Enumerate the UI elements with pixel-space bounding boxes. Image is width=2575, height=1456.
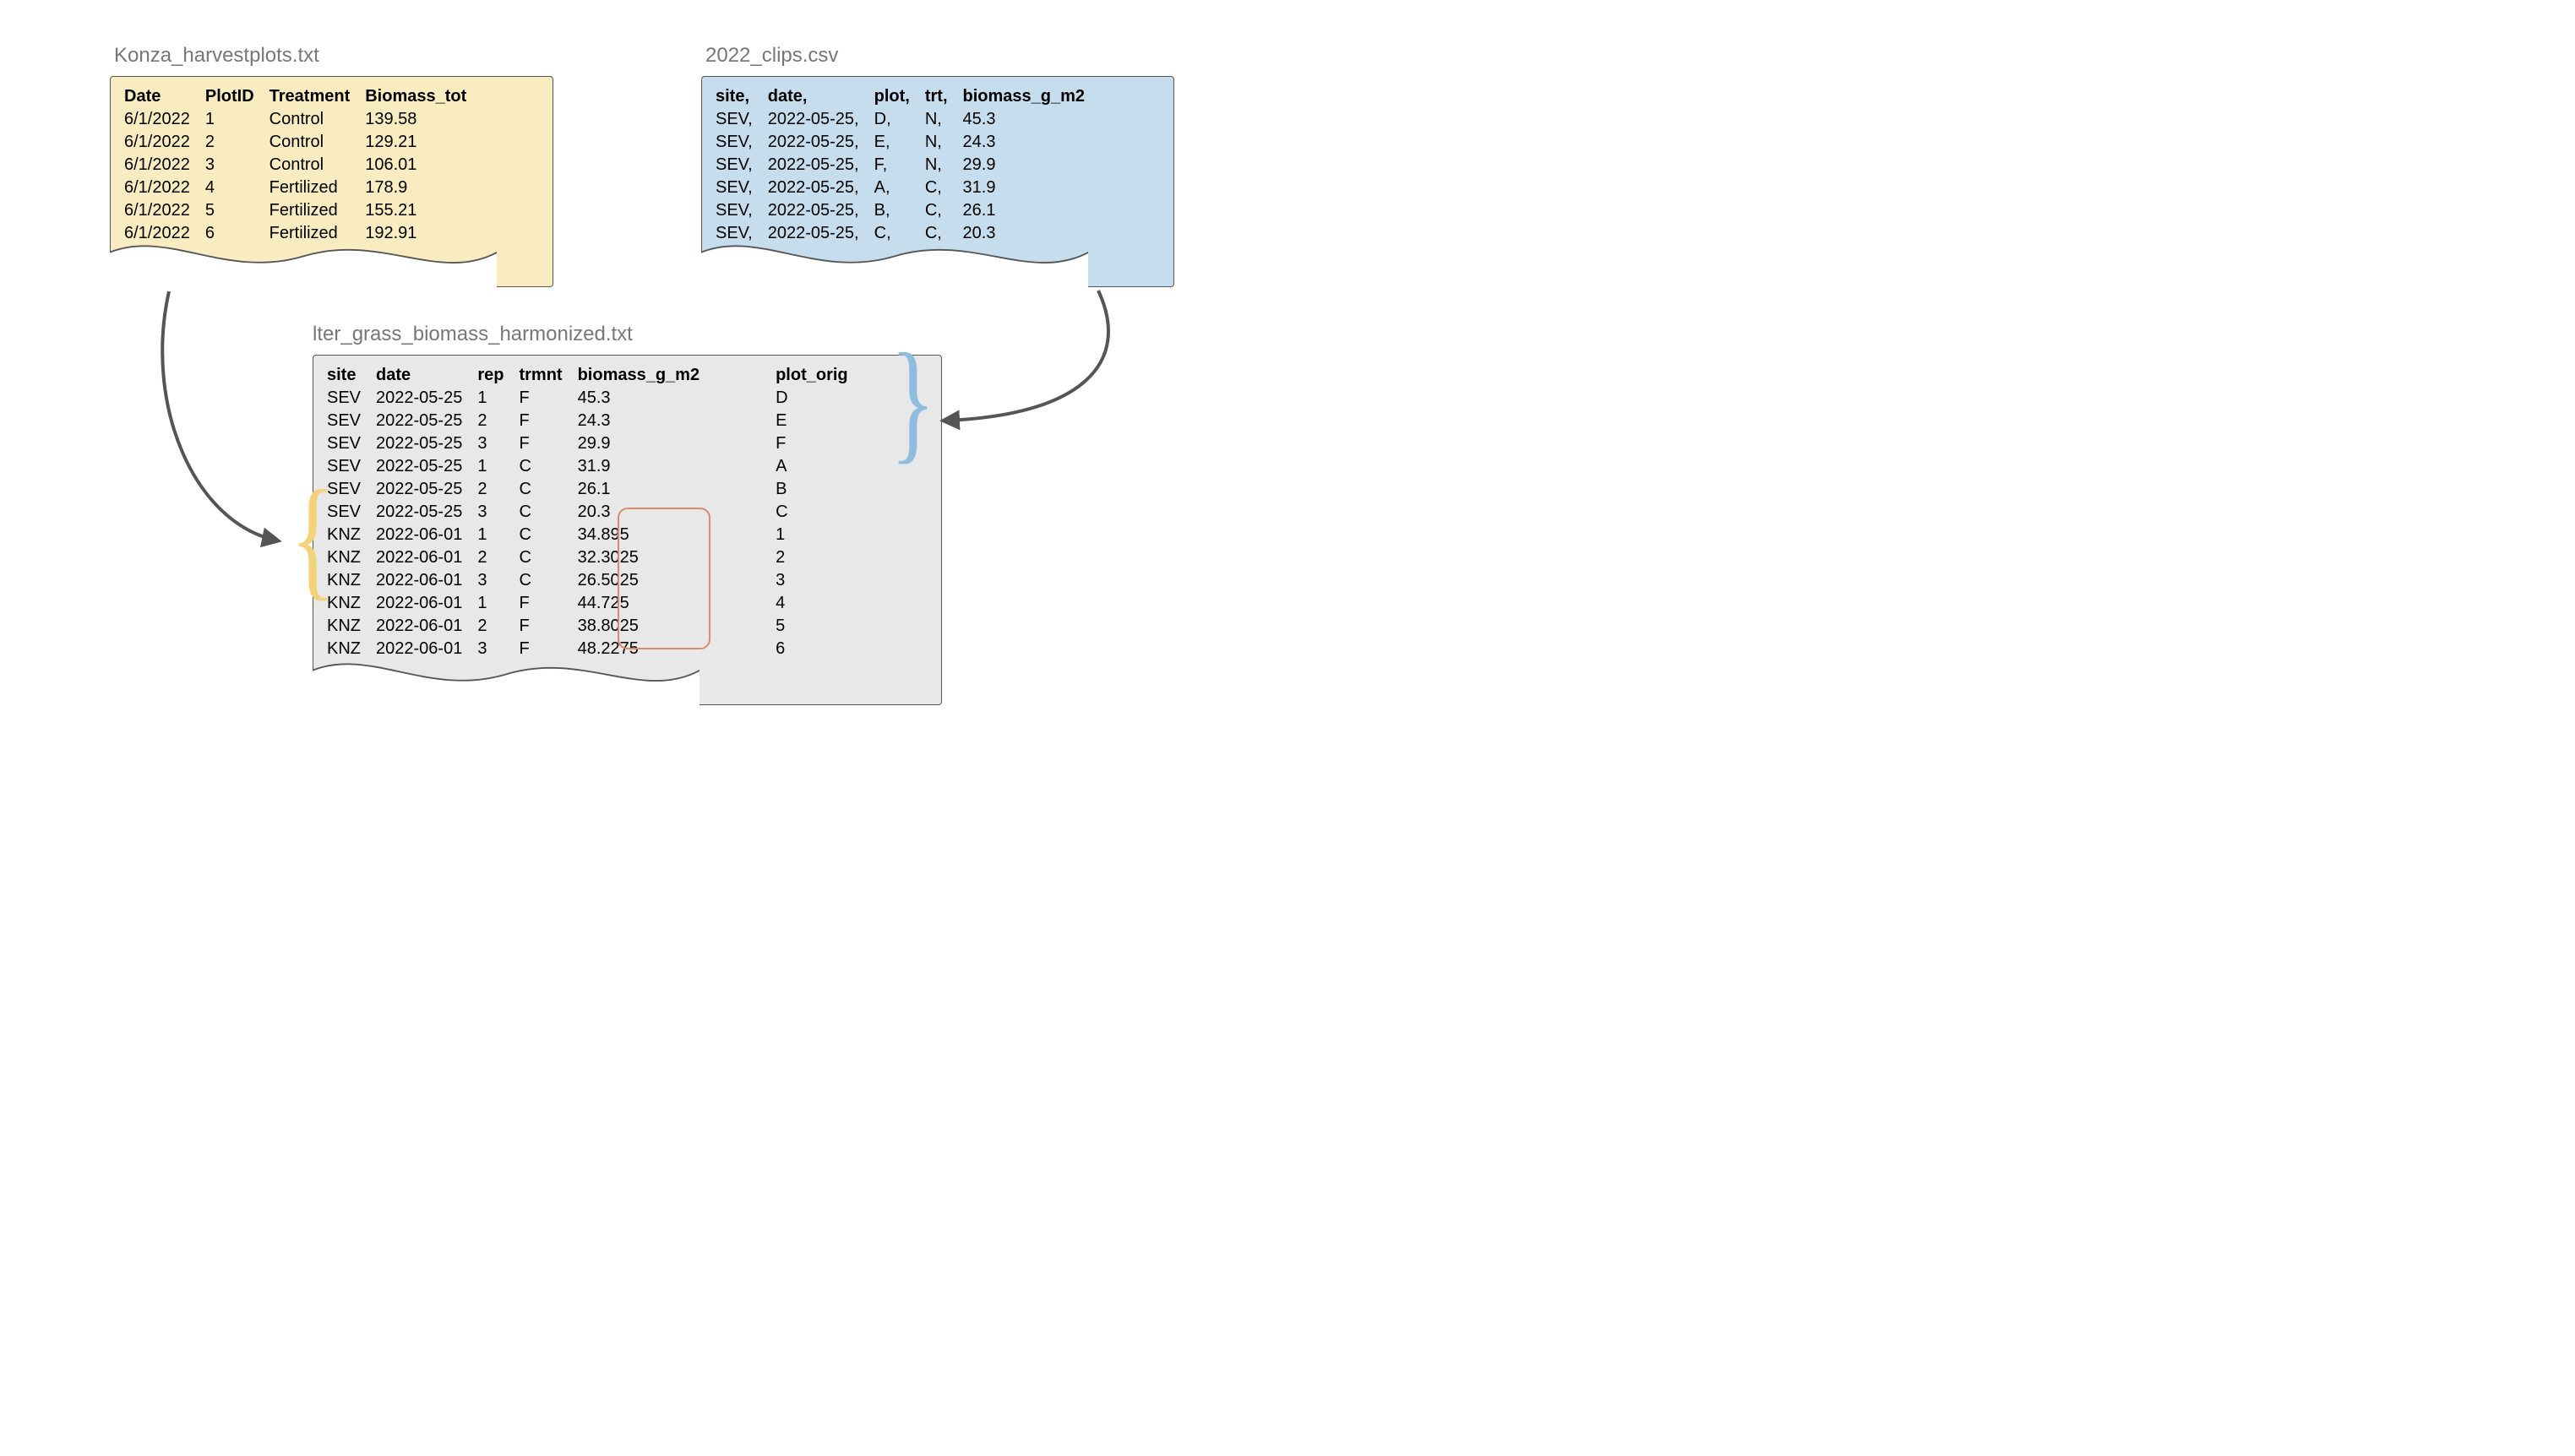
table-row: KNZ2022-06-013F48.22756 bbox=[327, 638, 863, 660]
table-row: 6/1/20225Fertilized155.21 bbox=[124, 199, 482, 222]
col-header: plot_orig bbox=[776, 364, 863, 387]
table-row: SEV2022-05-251F45.3D bbox=[327, 387, 863, 410]
table-harmonized: site date rep trmnt biomass_g_m2 plot_or… bbox=[327, 364, 863, 660]
table-row: SEV,2022-05-25,F,N,29.9 bbox=[716, 154, 1100, 177]
panel-clips: site, date, plot, trt, biomass_g_m2 SEV,… bbox=[701, 76, 1174, 287]
col-header: biomass_g_m2 bbox=[963, 85, 1101, 108]
col-header: trt, bbox=[925, 85, 963, 108]
table-row: KNZ2022-06-013C26.50253 bbox=[327, 569, 863, 592]
table-row: SEV,2022-05-25,D,N,45.3 bbox=[716, 108, 1100, 131]
torn-edge-icon bbox=[110, 241, 497, 287]
diagram-canvas: Konza_harvestplots.txt 2022_clips.csv lt… bbox=[0, 0, 1288, 728]
table-row: 6/1/20222Control129.21 bbox=[124, 131, 482, 154]
col-header: site bbox=[327, 364, 376, 387]
torn-edge-icon bbox=[701, 241, 1088, 287]
file-title-bottom: lter_grass_biomass_harmonized.txt bbox=[313, 323, 633, 346]
table-row: SEV,2022-05-25,E,N,24.3 bbox=[716, 131, 1100, 154]
table-row: SEV2022-05-253C20.3C bbox=[327, 501, 863, 524]
table-row: SEV,2022-05-25,A,C,31.9 bbox=[716, 177, 1100, 199]
col-header: Date bbox=[124, 85, 205, 108]
table-row: KNZ2022-06-011F44.7254 bbox=[327, 592, 863, 615]
table-row: SEV2022-05-252C26.1B bbox=[327, 478, 863, 501]
col-header: trmnt bbox=[519, 364, 577, 387]
col-header: date, bbox=[768, 85, 874, 108]
arrow-from-clips-icon bbox=[945, 291, 1108, 421]
highlight-box-biomass bbox=[618, 508, 710, 649]
table-row: SEV,2022-05-25,C,C,20.3 bbox=[716, 222, 1100, 245]
torn-edge-icon bbox=[313, 659, 700, 705]
table-row: KNZ2022-06-011C34.8951 bbox=[327, 524, 863, 546]
table-row: site date rep trmnt biomass_g_m2 plot_or… bbox=[327, 364, 863, 387]
col-header: plot, bbox=[874, 85, 925, 108]
brace-right-icon: } bbox=[890, 333, 936, 468]
table-clips: site, date, plot, trt, biomass_g_m2 SEV,… bbox=[716, 85, 1100, 245]
table-row: SEV2022-05-251C31.9A bbox=[327, 455, 863, 478]
table-row: SEV2022-05-252F24.3E bbox=[327, 410, 863, 432]
table-row: SEV2022-05-253F29.9F bbox=[327, 432, 863, 455]
col-header: rep bbox=[477, 364, 519, 387]
col-header: date bbox=[376, 364, 477, 387]
col-header: biomass_g_m2 bbox=[578, 364, 776, 387]
table-row: 6/1/20224Fertilized178.9 bbox=[124, 177, 482, 199]
col-header: site, bbox=[716, 85, 768, 108]
table-row: KNZ2022-06-012F38.80255 bbox=[327, 615, 863, 638]
table-row: KNZ2022-06-012C32.30252 bbox=[327, 546, 863, 569]
file-title-left: Konza_harvestplots.txt bbox=[114, 44, 319, 68]
table-row: Date PlotID Treatment Biomass_tot bbox=[124, 85, 482, 108]
table-konza: Date PlotID Treatment Biomass_tot 6/1/20… bbox=[124, 85, 482, 245]
col-header: Biomass_tot bbox=[365, 85, 482, 108]
panel-konza: Date PlotID Treatment Biomass_tot 6/1/20… bbox=[110, 76, 553, 287]
col-header: PlotID bbox=[205, 85, 269, 108]
table-row: 6/1/20226Fertilized192.91 bbox=[124, 222, 482, 245]
file-title-right: 2022_clips.csv bbox=[705, 44, 838, 68]
table-row: SEV,2022-05-25,B,C,26.1 bbox=[716, 199, 1100, 222]
table-row: 6/1/20223Control106.01 bbox=[124, 154, 482, 177]
col-header: Treatment bbox=[269, 85, 366, 108]
arrow-from-konza-icon bbox=[162, 291, 277, 541]
table-row: 6/1/20221Control139.58 bbox=[124, 108, 482, 131]
table-row: site, date, plot, trt, biomass_g_m2 bbox=[716, 85, 1100, 108]
brace-left-icon: { bbox=[291, 470, 336, 605]
